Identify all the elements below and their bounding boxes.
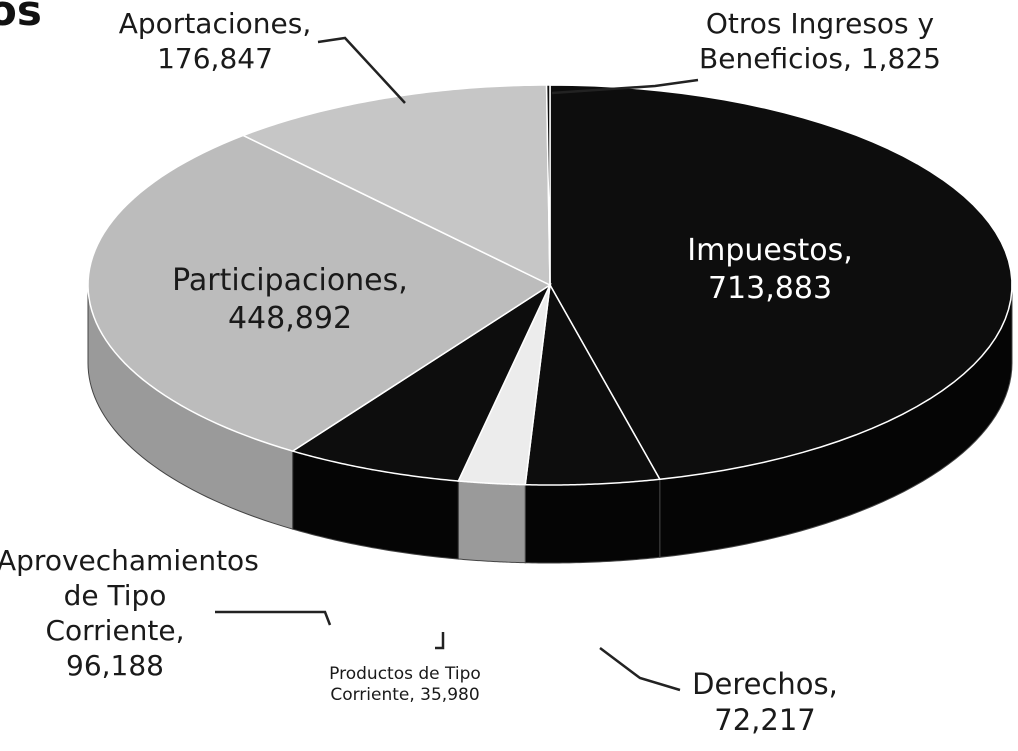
data-label: Otros Ingresos y Beneficios, 1,825 [699, 7, 941, 75]
pie-slice [290, 282, 552, 482]
leader-line [599, 647, 681, 692]
pie-slice [524, 282, 662, 486]
data-label: Aprovechamientos de Tipo Corriente, 96,1… [0, 544, 259, 682]
leader-line [435, 632, 445, 650]
pie-slice [545, 84, 551, 286]
leader-line [317, 36, 406, 104]
data-label: Participaciones, 448,892 [172, 263, 408, 336]
leader-line [551, 78, 699, 95]
data-label: Aportaciones, 176,847 [118, 7, 312, 75]
slice-side [457, 480, 526, 564]
leader-line [215, 610, 332, 626]
leader-lines [215, 36, 699, 692]
pie-slice [549, 84, 1013, 481]
pie-slice [241, 84, 551, 287]
pie-slice [87, 134, 552, 452]
data-label: Impuestos, 713,883 [687, 233, 853, 306]
data-label: Derechos, 72,217 [692, 667, 838, 738]
slice-side [524, 478, 661, 564]
chart-title: os [0, 0, 42, 35]
data-label: Productos de Tipo Corriente, 35,980 [329, 664, 481, 706]
